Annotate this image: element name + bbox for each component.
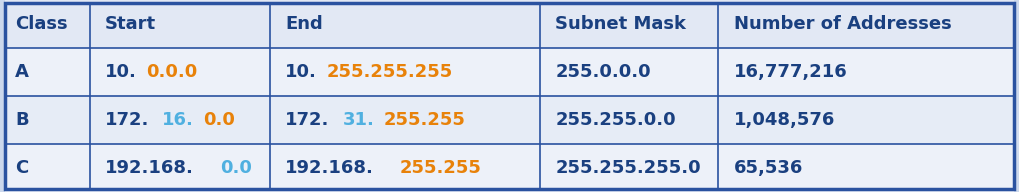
Text: 0.0.0: 0.0.0	[146, 63, 198, 81]
Text: 255.255.255.0: 255.255.255.0	[555, 159, 701, 177]
Text: 65,536: 65,536	[734, 159, 803, 177]
Text: 255.255.0.0: 255.255.0.0	[555, 111, 676, 129]
Text: 1,048,576: 1,048,576	[734, 111, 835, 129]
Text: End: End	[285, 15, 323, 33]
Text: 255.255.255: 255.255.255	[326, 63, 452, 81]
Text: 10.: 10.	[105, 63, 137, 81]
Text: 10.: 10.	[285, 63, 317, 81]
Text: Subnet Mask: Subnet Mask	[555, 15, 687, 33]
Text: B: B	[15, 111, 29, 129]
Text: A: A	[15, 63, 30, 81]
Text: 255.0.0.0: 255.0.0.0	[555, 63, 651, 81]
Text: 0.0: 0.0	[220, 159, 252, 177]
Text: 0.0: 0.0	[204, 111, 235, 129]
Text: 255.255: 255.255	[384, 111, 466, 129]
Text: 192.168.: 192.168.	[285, 159, 374, 177]
Text: 16.: 16.	[162, 111, 194, 129]
Text: Class: Class	[15, 15, 68, 33]
Text: 255.255: 255.255	[400, 159, 482, 177]
Text: Start: Start	[105, 15, 156, 33]
Text: 172.: 172.	[285, 111, 330, 129]
Text: 31.: 31.	[342, 111, 374, 129]
Bar	[5, 0, 1014, 48]
Text: C: C	[15, 159, 29, 177]
Text: 16,777,216: 16,777,216	[734, 63, 848, 81]
Bar	[5, 144, 1014, 192]
Text: 192.168.: 192.168.	[105, 159, 194, 177]
Text: Number of Addresses: Number of Addresses	[734, 15, 952, 33]
Bar	[5, 96, 1014, 144]
Bar	[5, 48, 1014, 96]
Text: 172.: 172.	[105, 111, 150, 129]
